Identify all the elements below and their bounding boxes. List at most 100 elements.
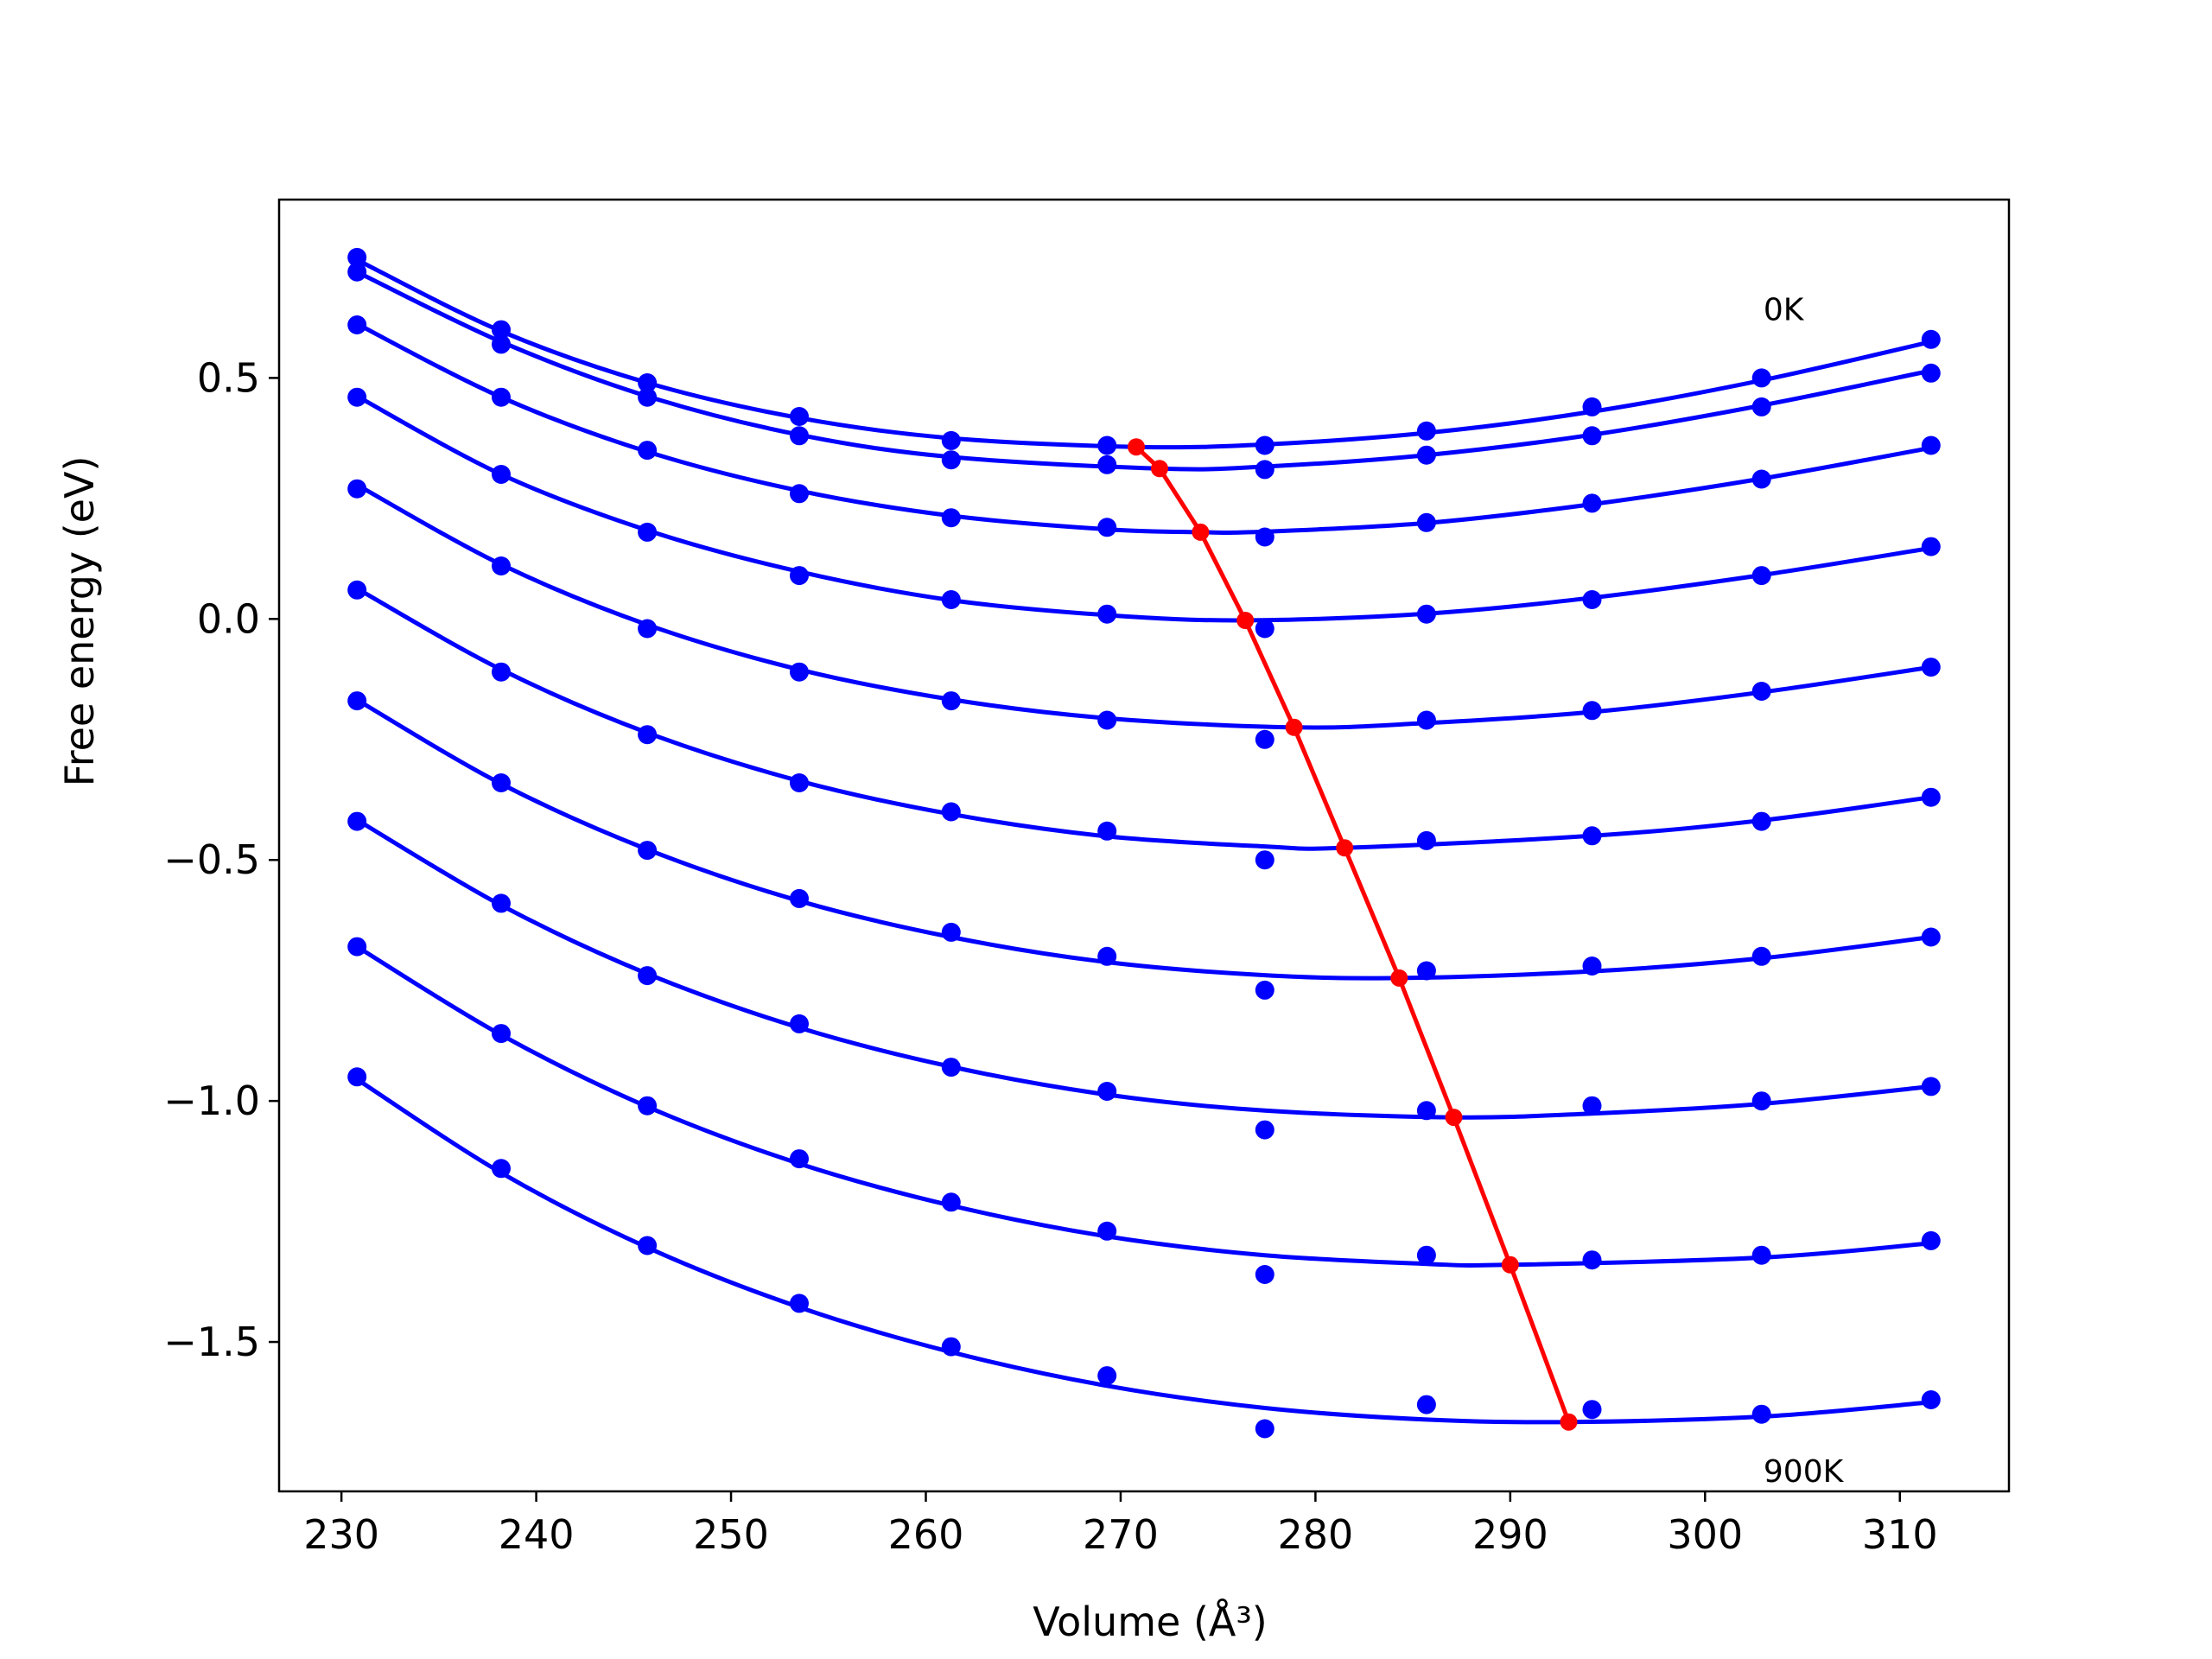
data-point-6-7 [1255,850,1274,870]
data-point-3-3 [638,441,658,461]
minimum-line [1135,445,1571,1423]
data-point-4-2 [492,465,511,484]
data-point-7-9 [1582,957,1602,976]
data-point-2-3 [638,387,658,407]
data-point-2-2 [492,334,511,354]
minimum-point-8 [1445,1109,1463,1127]
data-point-9-8 [1416,1245,1436,1265]
x-tick-label-3: 250 [693,1511,769,1558]
x-tick-label-4: 260 [888,1511,964,1558]
data-point-10-6 [1097,1366,1117,1386]
y-tick-label-3: −0.5 [163,836,260,883]
y-axis-label: Free energy (eV) [56,456,103,787]
data-point-8-7 [1255,1120,1274,1140]
data-point-2-6 [1097,454,1117,474]
data-point-4-10 [1751,566,1771,586]
data-point-9-1 [347,937,367,957]
data-point-4-11 [1921,537,1941,556]
data-point-1-2 [492,320,511,340]
axes-frame [277,198,2011,1493]
data-point-10-4 [790,1294,809,1313]
data-point-10-1 [347,1067,367,1087]
data-point-10-9 [1582,1400,1602,1420]
data-point-1-6 [1097,435,1117,455]
data-point-2-8 [1416,445,1436,465]
fit-curve-10 [355,1077,1932,1425]
minimum-point-5 [1285,718,1303,736]
x-axis-label: Volume (Å³) [1033,1599,1268,1645]
data-point-2-1 [347,262,367,282]
data-point-7-4 [790,888,809,908]
data-point-1-5 [941,430,961,450]
data-point-8-8 [1416,1101,1436,1121]
data-point-10-5 [941,1337,961,1357]
data-point-9-3 [638,1096,658,1116]
data-point-5-6 [1097,710,1117,730]
data-point-1-1 [347,247,367,267]
data-point-4-4 [790,566,809,586]
data-point-9-7 [1255,1265,1274,1284]
data-point-9-5 [941,1192,961,1212]
data-point-9-6 [1097,1221,1117,1241]
data-point-6-8 [1416,830,1436,850]
data-point-6-6 [1097,821,1117,841]
data-point-3-11 [1921,435,1941,455]
plot-area: 0K 900K [347,247,1941,1490]
data-point-7-10 [1751,946,1771,966]
data-point-4-3 [638,522,658,542]
data-point-4-1 [347,387,367,407]
data-point-5-3 [638,619,658,639]
data-point-8-5 [941,1058,961,1077]
data-point-1-8 [1416,421,1436,441]
data-point-5-1 [347,479,367,499]
data-point-7-3 [638,841,658,861]
x-tick-label-2: 240 [499,1511,575,1558]
x-tick-label-5: 270 [1083,1511,1159,1558]
data-point-1-3 [638,373,658,392]
data-point-1-10 [1751,368,1771,388]
data-point-2-10 [1751,397,1771,416]
data-point-1-11 [1921,329,1941,349]
data-point-6-2 [492,662,511,682]
data-point-3-5 [941,508,961,528]
data-point-10-7 [1255,1419,1274,1439]
data-point-9-10 [1751,1245,1771,1265]
data-point-5-2 [492,556,511,575]
x-tick-label-1: 230 [303,1511,379,1558]
data-point-7-1 [347,691,367,711]
data-point-7-7 [1255,980,1274,1000]
data-point-4-8 [1416,604,1436,624]
y-tick-label-4: −1.0 [163,1077,260,1124]
data-point-8-4 [790,1014,809,1033]
y-tick-label-5: −1.5 [163,1319,260,1365]
data-point-2-11 [1921,363,1941,383]
y-tick-label-2: 0.0 [197,595,260,642]
data-point-5-7 [1255,729,1274,749]
data-point-8-9 [1582,1096,1602,1116]
data-point-5-5 [941,691,961,711]
y-tick-label-1: 0.5 [197,354,260,401]
data-point-9-9 [1582,1250,1602,1270]
data-point-3-4 [790,484,809,504]
minimum-point-7 [1390,969,1408,987]
data-point-7-5 [941,922,961,942]
data-point-8-3 [638,966,658,986]
data-point-9-4 [790,1149,809,1169]
data-point-1-9 [1582,397,1602,416]
data-point-10-8 [1416,1395,1436,1414]
data-point-6-9 [1582,826,1602,846]
data-point-1-7 [1255,435,1274,455]
data-point-6-11 [1921,787,1941,807]
data-point-6-3 [638,725,658,745]
data-point-3-9 [1582,493,1602,513]
fit-curve-3 [356,321,1932,535]
minimum-point-9 [1501,1255,1519,1274]
data-point-9-11 [1921,1230,1941,1250]
curve-annotation-1: 0K [1764,293,1805,328]
curve-annotation-2: 900K [1764,1454,1845,1490]
data-point-5-9 [1582,701,1602,721]
x-tick-label-9: 310 [1862,1511,1938,1558]
data-point-8-2 [492,893,511,913]
data-point-5-11 [1921,658,1941,677]
data-point-2-4 [790,426,809,446]
